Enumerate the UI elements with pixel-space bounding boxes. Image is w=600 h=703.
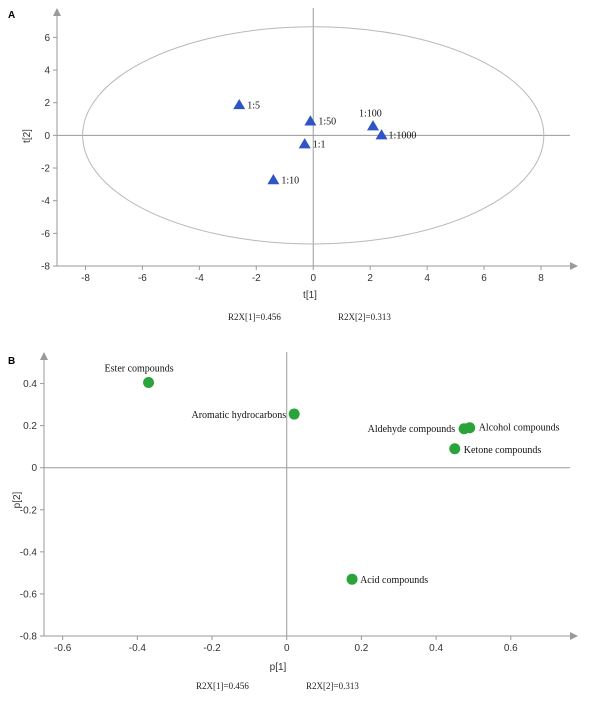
x-tick-label: 0.6 bbox=[504, 643, 518, 654]
y-tick-label: -6 bbox=[41, 229, 50, 240]
data-point-label: Aromatic hydrocarbons bbox=[191, 410, 286, 421]
panel-a-x-title: t[1] bbox=[303, 290, 317, 301]
y-tick-label: 4 bbox=[44, 66, 50, 77]
panel-b-points: Ester compounds Aromatic hydrocarbons Alde… bbox=[105, 364, 560, 587]
panel-a-y-title: t[2] bbox=[22, 129, 33, 143]
panel-a-letter: A bbox=[8, 10, 15, 21]
data-point-label: 1:50 bbox=[318, 117, 336, 128]
panel-a-points: 1:5 1:50 1:1 1:10 1:100 1:1000 bbox=[233, 98, 417, 186]
data-point-circle bbox=[464, 422, 476, 434]
data-point-label: Ester compounds bbox=[105, 364, 174, 375]
y-tick-label: 0.4 bbox=[23, 379, 37, 390]
x-tick-label: 6 bbox=[481, 273, 487, 284]
panel-b-r2x2: R2X[2]=0.313 bbox=[306, 681, 359, 691]
x-tick-label: 8 bbox=[538, 273, 544, 284]
confidence-ellipse bbox=[82, 26, 545, 245]
y-tick-label: -0.4 bbox=[20, 547, 38, 558]
data-point-triangle bbox=[304, 115, 317, 126]
y-tick-label: 6 bbox=[44, 33, 50, 44]
x-tick-label: -6 bbox=[138, 273, 147, 284]
data-point-triangle bbox=[367, 120, 380, 131]
data-point-label: Alcohol compounds bbox=[479, 423, 560, 434]
data-point-label: 1:100 bbox=[359, 109, 382, 120]
y-axis-arrow bbox=[40, 352, 48, 360]
x-tick-label: -2 bbox=[252, 273, 261, 284]
panel-b: B -0.6 -0.4 -0.2 0 0.2 0.4 0.6 -0.8 -0.6 -0.4 -0.2… bbox=[8, 352, 578, 691]
panel-b-r2x1: R2X[1]=0.456 bbox=[196, 681, 249, 691]
x-tick-label: -0.2 bbox=[203, 643, 221, 654]
y-tick-label: 0 bbox=[31, 463, 37, 474]
y-tick-label: 0 bbox=[44, 131, 50, 142]
data-point-circle bbox=[288, 408, 300, 420]
x-tick-label: -8 bbox=[81, 273, 90, 284]
y-tick-label: -0.6 bbox=[20, 589, 38, 600]
x-tick-label: 0.4 bbox=[429, 643, 443, 654]
x-tick-label: -0.6 bbox=[54, 643, 72, 654]
data-point-label: 1:10 bbox=[281, 175, 299, 186]
x-axis-arrow bbox=[570, 632, 578, 640]
panel-a-ticks: -8 -6 -4 -2 0 2 4 6 8 -8 -6 -4 -2 0 2 4 6 bbox=[41, 33, 544, 284]
y-axis-arrow bbox=[53, 8, 61, 16]
y-tick-label: -0.8 bbox=[20, 632, 38, 643]
x-tick-label: 0 bbox=[310, 273, 316, 284]
panel-b-y-title: p[2] bbox=[12, 491, 23, 508]
data-point-label: Aldehyde compounds bbox=[368, 424, 456, 435]
x-tick-label: 0.2 bbox=[354, 643, 368, 654]
panel-b-axes bbox=[44, 352, 570, 636]
x-tick-label: -0.4 bbox=[129, 643, 147, 654]
data-point-circle bbox=[449, 443, 461, 455]
data-point-triangle bbox=[233, 98, 246, 110]
x-tick-label: 2 bbox=[367, 273, 373, 284]
x-tick-label: 0 bbox=[284, 643, 290, 654]
y-tick-label: -4 bbox=[41, 196, 50, 207]
panel-b-ticks: -0.6 -0.4 -0.2 0 0.2 0.4 0.6 -0.8 -0.6 -0.4 -0.2 0 0… bbox=[20, 379, 518, 654]
x-tick-label: -4 bbox=[195, 273, 204, 284]
data-point-label: 1:1000 bbox=[389, 131, 417, 142]
panel-a-axes bbox=[57, 8, 570, 266]
data-point-label: Ketone compounds bbox=[464, 445, 542, 456]
data-point-label: 1:1 bbox=[313, 140, 326, 151]
x-tick-label: 4 bbox=[424, 273, 430, 284]
data-point-circle bbox=[346, 573, 358, 585]
panel-a-r2x2: R2X[2]=0.313 bbox=[338, 312, 391, 322]
panel-b-x-title: p[1] bbox=[270, 662, 287, 673]
data-point-triangle bbox=[267, 174, 280, 185]
panel-b-frame bbox=[40, 352, 578, 640]
data-point-label: 1:5 bbox=[247, 100, 260, 111]
y-tick-label: 0.2 bbox=[23, 421, 37, 432]
y-tick-label: 2 bbox=[44, 98, 50, 109]
y-tick-label: -2 bbox=[41, 164, 50, 175]
panel-b-letter: B bbox=[8, 356, 15, 367]
y-tick-label: -0.2 bbox=[20, 505, 38, 516]
data-point-label: Acid compounds bbox=[360, 575, 428, 586]
y-tick-label: -8 bbox=[41, 262, 50, 273]
panel-a-frame bbox=[53, 8, 578, 270]
x-axis-arrow bbox=[570, 262, 578, 270]
data-point-triangle bbox=[298, 138, 311, 149]
panel-a-r2x1: R2X[1]=0.456 bbox=[228, 312, 281, 322]
data-point-triangle bbox=[375, 129, 388, 140]
data-point-circle bbox=[143, 377, 155, 389]
